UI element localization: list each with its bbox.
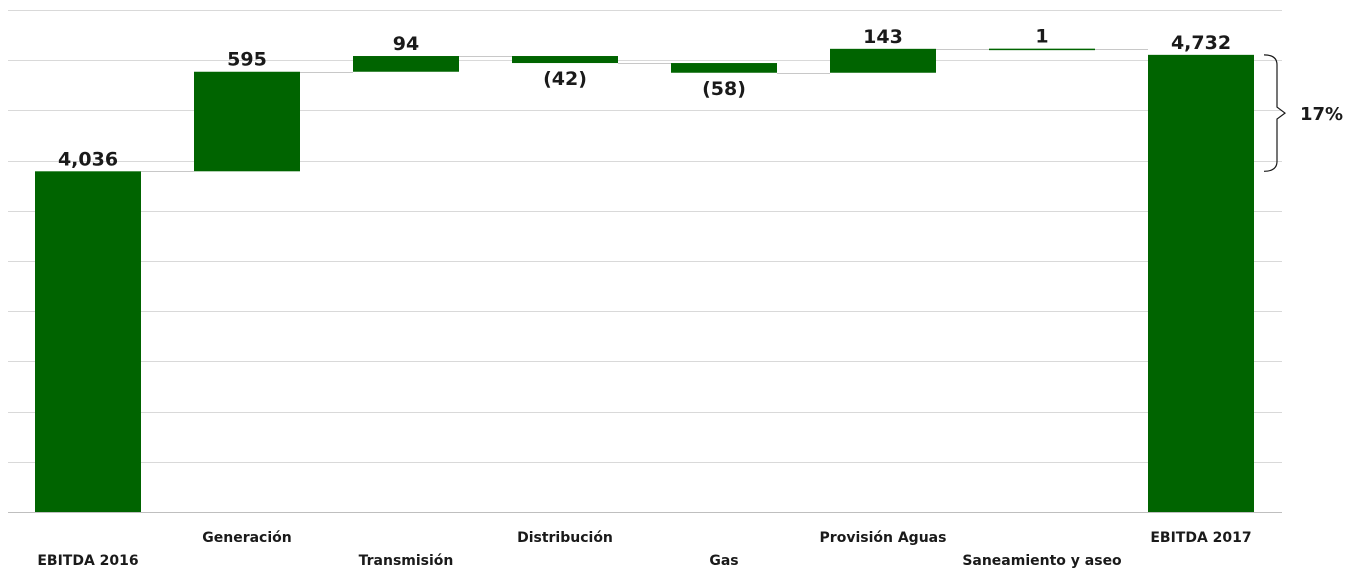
growth-percentage-label: 17% [1300,104,1343,125]
value-labels: 4,036 595 94 (42) (58) 143 1 4,732 [58,26,1231,171]
data-label: 595 [227,49,267,71]
connectors [141,49,1148,172]
bar-saneamiento-y-aseo [989,48,1095,51]
data-label: 4,732 [1171,32,1231,54]
data-label: (42) [543,68,587,90]
bar-gas [671,63,777,73]
bar-ebitda-2017 [1148,54,1254,512]
x-tick-label: Generación [202,530,291,546]
bar-transmisión [353,56,459,72]
x-tick-label: Gas [709,553,738,569]
x-tick-label: EBITDA 2016 [37,553,138,569]
x-tick-label: Transmisión [359,553,454,569]
x-tick-label: Provisión Aguas [820,530,947,546]
annotations: 17% [1263,54,1343,172]
bar-ebitda-2016 [35,171,141,512]
growth-bracket [1263,54,1286,172]
data-label: 143 [863,26,903,48]
bars [35,48,1254,512]
data-label: 1 [1035,26,1048,48]
bar-provisión-aguas [830,48,936,73]
x-tick-label: Distribución [517,530,613,546]
data-label: 94 [393,33,419,55]
data-label: (58) [702,78,746,100]
category-labels: EBITDA 2016 Generación Transmisión Distribu… [37,530,1251,569]
gridlines [8,10,1282,513]
x-tick-label: EBITDA 2017 [1150,530,1251,546]
bar-distribución [512,56,618,64]
data-label: 4,036 [58,148,118,170]
x-tick-label: Saneamiento y aseo [962,553,1122,569]
bar-generación [194,71,300,172]
